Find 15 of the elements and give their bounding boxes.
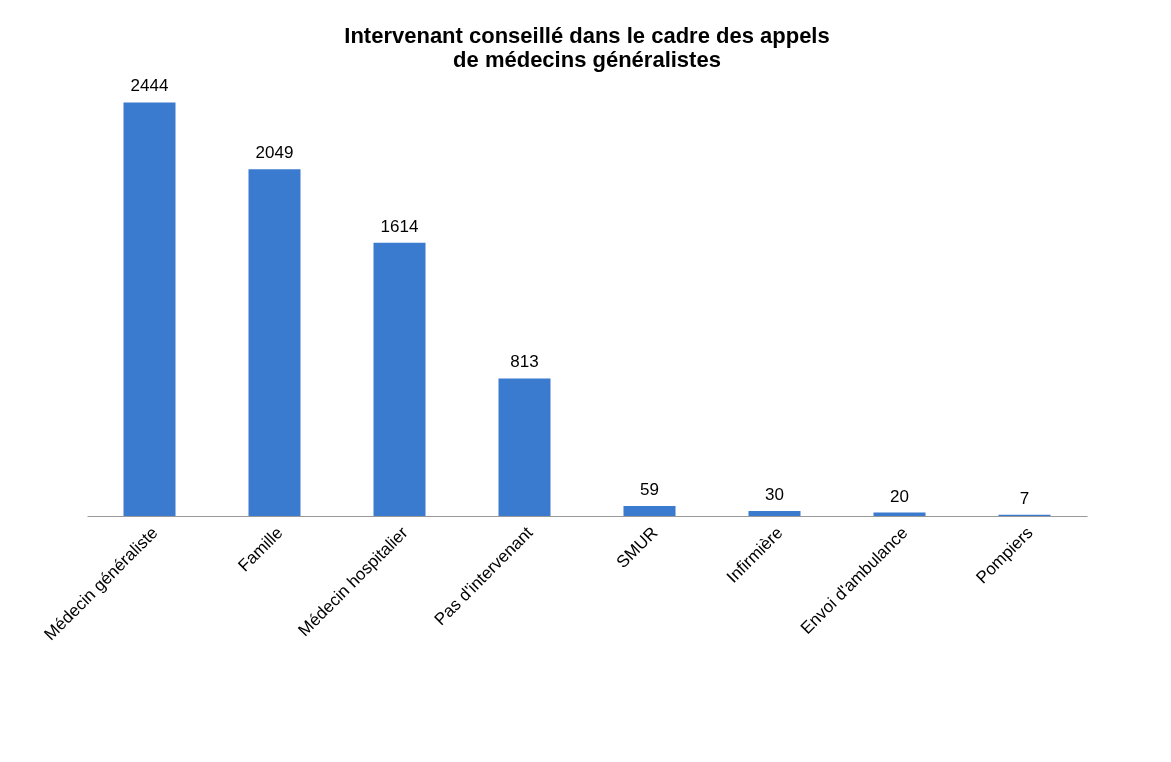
bar: [123, 102, 176, 516]
data-label: 20: [890, 486, 909, 506]
bar: [623, 506, 676, 516]
data-label: 7: [1019, 488, 1030, 508]
data-label: 1614: [380, 216, 419, 236]
chart-title: Intervenant conseillé dans le cadre des appels de médecins généralistes: [344, 23, 830, 72]
bar: [248, 169, 301, 516]
bar: [748, 510, 801, 516]
data-label: 813: [510, 352, 539, 372]
bar: [498, 378, 551, 516]
bar: [373, 242, 426, 516]
data-label: 2049: [255, 143, 294, 163]
data-label: 59: [640, 480, 659, 500]
data-label: 30: [765, 484, 784, 504]
data-label: 2444: [130, 76, 169, 96]
